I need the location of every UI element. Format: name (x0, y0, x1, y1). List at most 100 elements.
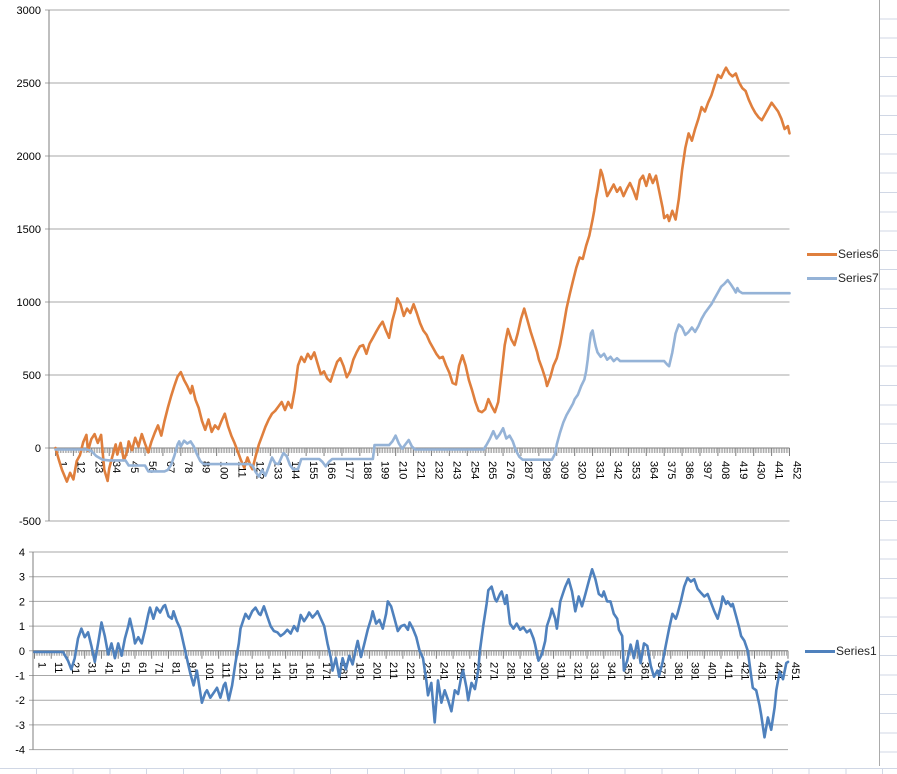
horizontal-gridlines (45, 9, 790, 522)
x-tick-label: 287 (522, 461, 534, 479)
legend-item-series7[interactable]: Series7 (807, 271, 879, 285)
series6-line-swatch (807, 252, 837, 256)
x-tick-label: 375 (665, 461, 677, 479)
bottom-line-chart[interactable]: 4 3 2 1 0 -1 -2 -3 -4 1 11 21 31 41 51 61 71 81 91 101 111 12… (0, 541, 879, 766)
x-tick-label: 243 (450, 461, 462, 479)
x-tick-label: 241 (437, 662, 449, 680)
y-tick-label: 2000 (17, 151, 41, 163)
x-tick-label: 291 (521, 662, 533, 680)
x-tick-label: 155 (307, 461, 319, 479)
x-tick-label: 298 (540, 461, 552, 479)
x-tick-label: 254 (468, 461, 480, 479)
x-tick-label: 71 (153, 662, 165, 674)
legend-label-series7: Series7 (838, 271, 879, 285)
legend-label-series1: Series1 (836, 644, 877, 658)
x-tick-label: 41 (103, 662, 115, 674)
series-line-series7 (54, 278, 791, 478)
series-line-series6 (54, 66, 791, 483)
x-tick-label: 1 (57, 461, 69, 467)
series7-line-swatch (807, 276, 837, 280)
x-axis-labels: 1 12 23 34 45 56 67 78 89 100 111 122 133 144 155 166 17… (57, 461, 803, 479)
legend-item-series1[interactable]: Series1 (805, 644, 877, 658)
x-tick-label: 397 (701, 461, 713, 479)
x-tick-label: 199 (379, 461, 391, 479)
x-tick-label: 232 (433, 461, 445, 479)
x-tick-label: 210 (397, 461, 409, 479)
x-tick-label: 452 (791, 461, 803, 479)
x-tick-label: 311 (555, 662, 567, 680)
x-tick-label: 121 (236, 662, 248, 680)
x-tick-label: 276 (504, 461, 516, 479)
x-tick-label: 301 (538, 662, 550, 680)
x-tick-label: 331 (588, 662, 600, 680)
x-tick-label: 265 (486, 461, 498, 479)
x-tick-label: 391 (689, 662, 701, 680)
y-tick-label: -2 (15, 695, 25, 707)
y-tick-label: -500 (19, 516, 41, 528)
x-tick-label: 441 (773, 461, 785, 479)
x-tick-label: 281 (504, 662, 516, 680)
x-tick-label: 23 (92, 461, 104, 473)
x-tick-label: 341 (605, 662, 617, 680)
y-tick-label: 1 (19, 621, 25, 633)
y-tick-label: 4 (19, 547, 25, 559)
x-tick-label: 401 (705, 662, 717, 680)
x-tick-label: 381 (672, 662, 684, 680)
x-tick-label: 11 (52, 662, 64, 673)
series-line-series1 (33, 567, 790, 739)
x-tick-label: 101 (203, 662, 215, 680)
x-tick-label: 211 (387, 662, 399, 680)
x-tick-label: 161 (303, 662, 315, 680)
category-tick-comb (34, 650, 789, 656)
y-tick-label: 3000 (17, 5, 41, 17)
x-tick-label: 133 (271, 461, 283, 479)
x-tick-label: 364 (647, 461, 659, 479)
x-tick-label: 221 (415, 461, 427, 479)
x-tick-label: 78 (182, 461, 194, 473)
x-tick-label: 353 (629, 461, 641, 479)
x-tick-label: 171 (320, 662, 332, 680)
x-tick-label: 386 (683, 461, 695, 479)
x-tick-label: 421 (739, 662, 751, 680)
x-tick-label: 201 (370, 662, 382, 680)
x-tick-label: 151 (287, 662, 299, 680)
y-tick-label: 500 (23, 370, 41, 382)
x-axis-labels: 1 11 21 31 41 51 61 71 81 91 101 111 121 131 141 151 161… (36, 662, 802, 680)
y-tick-label: 2 (19, 596, 25, 608)
x-tick-label: 51 (119, 662, 131, 674)
x-tick-label: 331 (594, 461, 606, 479)
y-tick-label: 0 (35, 443, 41, 455)
x-tick-label: 221 (404, 662, 416, 680)
x-tick-label: 34 (110, 461, 122, 473)
x-tick-label: 431 (756, 662, 768, 680)
x-tick-label: 342 (612, 461, 624, 479)
y-tick-label: -1 (15, 671, 25, 683)
x-tick-label: 191 (354, 662, 366, 680)
x-tick-label: 419 (737, 461, 749, 479)
legend-label-series6: Series6 (838, 247, 879, 261)
y-tick-label: 2500 (17, 78, 41, 90)
spreadsheet-cells-right-strip (879, 0, 897, 766)
y-tick-label: -4 (15, 745, 25, 757)
x-tick-label: 31 (86, 662, 98, 674)
x-tick-label: 1 (36, 662, 48, 668)
x-tick-label: 100 (218, 461, 230, 479)
legend-item-series6[interactable]: Series6 (807, 247, 879, 261)
x-tick-label: 430 (755, 461, 767, 479)
x-tick-label: 81 (170, 662, 182, 674)
top-line-chart[interactable]: 3000 2500 2000 1500 1000 500 0 -500 1 12 23 34 45 56 6… (0, 0, 879, 541)
y-axis-labels: 3000 2500 2000 1500 1000 500 0 -500 (17, 5, 41, 528)
x-tick-label: 309 (558, 461, 570, 479)
x-tick-label: 271 (488, 662, 500, 680)
x-tick-label: 131 (253, 662, 265, 680)
x-tick-label: 320 (576, 461, 588, 479)
y-tick-label: 3 (19, 572, 25, 584)
x-tick-label: 111 (220, 662, 232, 679)
x-tick-label: 141 (270, 662, 282, 680)
x-tick-label: 408 (719, 461, 731, 479)
x-tick-label: 177 (343, 461, 355, 479)
x-tick-label: 166 (325, 461, 337, 479)
